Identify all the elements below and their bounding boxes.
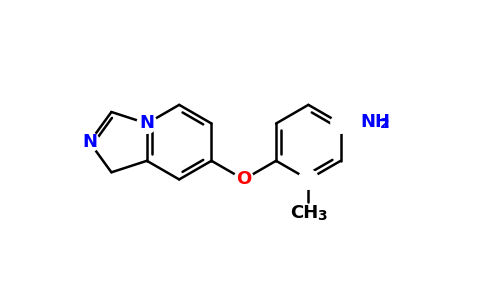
Circle shape <box>137 114 157 133</box>
Text: N: N <box>139 115 154 133</box>
Text: NH: NH <box>360 112 390 130</box>
Circle shape <box>299 169 318 189</box>
Text: 2: 2 <box>380 118 390 131</box>
Circle shape <box>80 132 99 152</box>
Text: O: O <box>236 170 251 188</box>
Circle shape <box>234 169 254 189</box>
Text: 3: 3 <box>318 209 327 223</box>
Text: N: N <box>82 133 97 151</box>
Text: CH: CH <box>290 204 318 222</box>
Circle shape <box>331 114 350 133</box>
